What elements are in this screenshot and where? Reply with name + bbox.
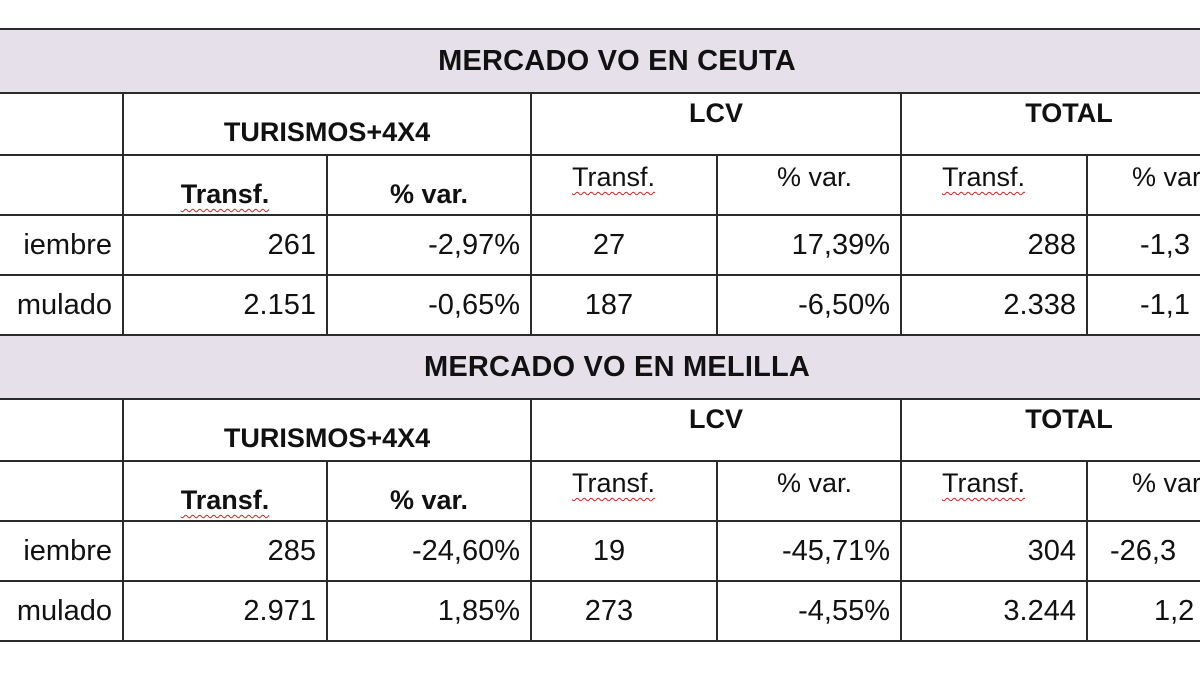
group-header-turismos: TURISMOS+4X4 bbox=[122, 92, 532, 156]
group-header-lcv: LCV bbox=[530, 92, 902, 156]
sub-header-row: Transf. % var. Transf. % var. Transf. % … bbox=[0, 154, 1200, 216]
group-header-turismos: TURISMOS+4X4 bbox=[122, 398, 532, 462]
subheader-total-var: % var bbox=[1086, 154, 1200, 216]
empty-label-cell bbox=[0, 154, 124, 216]
subheader-total-transf: Transf. bbox=[900, 154, 1088, 216]
row-label: mulado bbox=[0, 274, 124, 336]
cell-lcv-var: -4,55% bbox=[716, 580, 902, 642]
cell-turismos-var: -24,60% bbox=[326, 520, 532, 582]
cell-total-var: -1,1 bbox=[1086, 274, 1200, 336]
group-header-row: TURISMOS+4X4 LCV TOTAL bbox=[0, 398, 1200, 462]
table-row: iembre 285 -24,60% 19 -45,71% 304 -26,3 bbox=[0, 520, 1200, 582]
row-label: iembre bbox=[0, 214, 124, 276]
subheader-total-var: % var bbox=[1085, 460, 1200, 522]
cell-total-transf: 288 bbox=[900, 214, 1088, 276]
cell-lcv-transf: 273 bbox=[530, 580, 718, 642]
cell-lcv-transf: 27 bbox=[530, 214, 718, 276]
table-title-row: MERCADO VO EN MELILLA bbox=[0, 334, 1200, 400]
subheader-lcv-transf: Transf. bbox=[530, 460, 718, 522]
table-title-row: MERCADO VO EN CEUTA bbox=[0, 28, 1200, 94]
row-label: mulado bbox=[0, 580, 124, 642]
cell-total-var: -26,3 bbox=[1085, 520, 1200, 582]
melilla-table: MERCADO VO EN MELILLA TURISMOS+4X4 LCV T… bbox=[0, 334, 1200, 642]
cell-total-transf: 304 bbox=[900, 520, 1088, 582]
cell-total-var: 1,2 bbox=[1085, 580, 1200, 642]
cell-lcv-var: -6,50% bbox=[716, 274, 902, 336]
cell-turismos-transf: 261 bbox=[122, 214, 328, 276]
cell-turismos-transf: 2.151 bbox=[122, 274, 328, 336]
cell-lcv-transf: 19 bbox=[530, 520, 718, 582]
sub-header-row: Transf. % var. Transf. % var. Transf. % … bbox=[0, 460, 1200, 522]
cell-turismos-var: 1,85% bbox=[326, 580, 532, 642]
subheader-text: Transf. bbox=[942, 468, 1026, 498]
cell-lcv-var: -45,71% bbox=[716, 520, 902, 582]
empty-corner-cell bbox=[0, 398, 124, 462]
subheader-lcv-var: % var. bbox=[716, 154, 902, 216]
subheader-text: Transf. bbox=[572, 162, 656, 192]
group-header-total: TOTAL bbox=[900, 92, 1200, 156]
cell-turismos-var: -0,65% bbox=[326, 274, 532, 336]
cell-lcv-var: 17,39% bbox=[716, 214, 902, 276]
subheader-text: Transf. bbox=[180, 179, 270, 209]
group-header-total: TOTAL bbox=[899, 398, 1200, 462]
cell-total-var: -1,3 bbox=[1086, 214, 1200, 276]
subheader-text: Transf. bbox=[942, 162, 1026, 192]
table-row: iembre 261 -2,97% 27 17,39% 288 -1,3 bbox=[0, 214, 1200, 276]
group-header-lcv: LCV bbox=[530, 398, 902, 462]
table-title: MERCADO VO EN MELILLA bbox=[0, 334, 1200, 400]
subheader-turismos-transf: Transf. bbox=[122, 154, 328, 216]
cell-turismos-transf: 2.971 bbox=[122, 580, 328, 642]
subheader-lcv-var: % var. bbox=[716, 460, 902, 522]
subheader-text: Transf. bbox=[180, 485, 270, 515]
empty-corner-cell bbox=[0, 92, 124, 156]
group-header-row: TURISMOS+4X4 LCV TOTAL bbox=[0, 92, 1200, 156]
cell-total-transf: 2.338 bbox=[900, 274, 1088, 336]
subheader-total-transf: Transf. bbox=[900, 460, 1088, 522]
subheader-turismos-var: % var. bbox=[326, 460, 532, 522]
cell-total-transf: 3.244 bbox=[900, 580, 1088, 642]
ceuta-table: MERCADO VO EN CEUTA TURISMOS+4X4 LCV TOT… bbox=[0, 28, 1200, 336]
row-label: iembre bbox=[0, 520, 124, 582]
subheader-text: Transf. bbox=[572, 468, 656, 498]
cell-lcv-transf: 187 bbox=[530, 274, 718, 336]
table-row: mulado 2.971 1,85% 273 -4,55% 3.244 1,2 bbox=[0, 580, 1200, 642]
subheader-lcv-transf: Transf. bbox=[530, 154, 718, 216]
cell-turismos-transf: 285 bbox=[122, 520, 328, 582]
table-title: MERCADO VO EN CEUTA bbox=[0, 28, 1200, 94]
table-row: mulado 2.151 -0,65% 187 -6,50% 2.338 -1,… bbox=[0, 274, 1200, 336]
cell-turismos-var: -2,97% bbox=[326, 214, 532, 276]
subheader-turismos-var: % var. bbox=[326, 154, 532, 216]
subheader-turismos-transf: Transf. bbox=[122, 460, 328, 522]
empty-label-cell bbox=[0, 460, 124, 522]
